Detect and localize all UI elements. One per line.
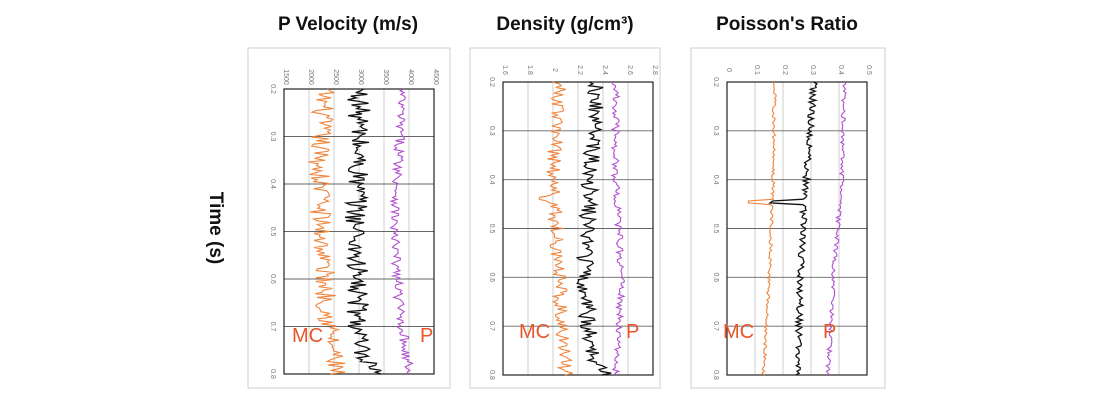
x-tick-label: 0.4 <box>837 65 844 75</box>
y-tick-label: 0.7 <box>712 321 719 331</box>
x-tick-label: 3000 <box>357 69 364 85</box>
series-line-p <box>389 88 414 375</box>
series-line-black <box>575 81 612 376</box>
x-tick-label: 3500 <box>382 69 389 85</box>
y-tick-label: 0.8 <box>488 370 495 380</box>
panel-title: Poisson's Ratio <box>716 14 858 35</box>
y-tick-label: 0.6 <box>269 274 276 284</box>
legend-label-p: P <box>823 321 836 343</box>
series-line-p <box>825 81 847 376</box>
series-line-mc <box>538 81 574 376</box>
x-tick-label: 0.5 <box>865 65 872 75</box>
x-tick-label: 1.6 <box>501 65 508 75</box>
legend-label-mc: MC <box>519 321 550 343</box>
y-tick-label: 0.5 <box>269 227 276 237</box>
y-tick-label: 0.4 <box>269 179 276 189</box>
panel-frame <box>690 47 886 389</box>
y-tick-label: 0.2 <box>712 77 719 87</box>
y-tick-label: 0.6 <box>488 272 495 282</box>
series-line-mc <box>747 81 777 376</box>
x-tick-label: 2.4 <box>601 65 608 75</box>
x-tick-label: 2000 <box>307 69 314 85</box>
y-tick-label: 0.4 <box>712 175 719 185</box>
y-tick-label: 0.4 <box>488 175 495 185</box>
series-line-p <box>610 81 626 376</box>
panel-p-velocity: P Velocity (m/s) 1500 2000 2500 3000 3500 400… <box>247 14 451 389</box>
x-tick-label: 1.8 <box>526 65 533 75</box>
x-tick-label: 0.3 <box>809 65 816 75</box>
x-tick-label: 1500 <box>282 69 289 85</box>
y-tick-label: 0.6 <box>712 272 719 282</box>
panel-title: P Velocity (m/s) <box>278 14 418 35</box>
legend-label-mc: MC <box>723 321 754 343</box>
y-tick-label: 0.2 <box>269 84 276 94</box>
legend-label-p: P <box>420 325 433 347</box>
y-tick-label: 0.5 <box>712 224 719 234</box>
x-tick-label: 4500 <box>432 69 439 85</box>
legend-label-p: P <box>626 321 639 343</box>
series-line-black <box>343 88 382 375</box>
plot-area <box>502 81 654 376</box>
panel-title: Density (g/cm³) <box>496 14 633 35</box>
y-tick-label: 0.5 <box>488 224 495 234</box>
panel-poissons-ratio: Poisson's Ratio 0 0.1 0.2 0.3 0.4 0.5 0.2 0.3 0.… <box>690 14 886 389</box>
x-tick-label: 0.2 <box>781 65 788 75</box>
plot-area <box>283 88 435 375</box>
y-tick-label: 0.3 <box>712 126 719 136</box>
y-tick-label: 0.8 <box>712 370 719 380</box>
y-tick-label: 0.7 <box>488 321 495 331</box>
y-tick-label: 0.7 <box>269 322 276 332</box>
x-tick-label: 2 <box>551 68 558 72</box>
x-tick-label: 2.2 <box>576 65 583 75</box>
y-tick-label: 0.2 <box>488 77 495 87</box>
legend-label-mc: MC <box>292 325 323 347</box>
x-tick-label: 2.6 <box>626 65 633 75</box>
series-line-mc <box>308 88 346 375</box>
series-line-black <box>768 81 819 376</box>
y-axis-label: Time (s) <box>205 192 226 265</box>
y-tick-label: 0.3 <box>488 126 495 136</box>
panel-density: Density (g/cm³) 1.6 1.8 2 2.2 2.4 2.6 2.8 0.2 0.… <box>469 14 661 389</box>
x-tick-label: 0.1 <box>753 65 760 75</box>
x-tick-label: 2500 <box>332 69 339 85</box>
x-tick-label: 0 <box>725 68 732 72</box>
y-tick-label: 0.3 <box>269 132 276 142</box>
x-tick-label: 2.8 <box>651 65 658 75</box>
x-tick-label: 4000 <box>407 69 414 85</box>
y-tick-label: 0.8 <box>269 369 276 379</box>
